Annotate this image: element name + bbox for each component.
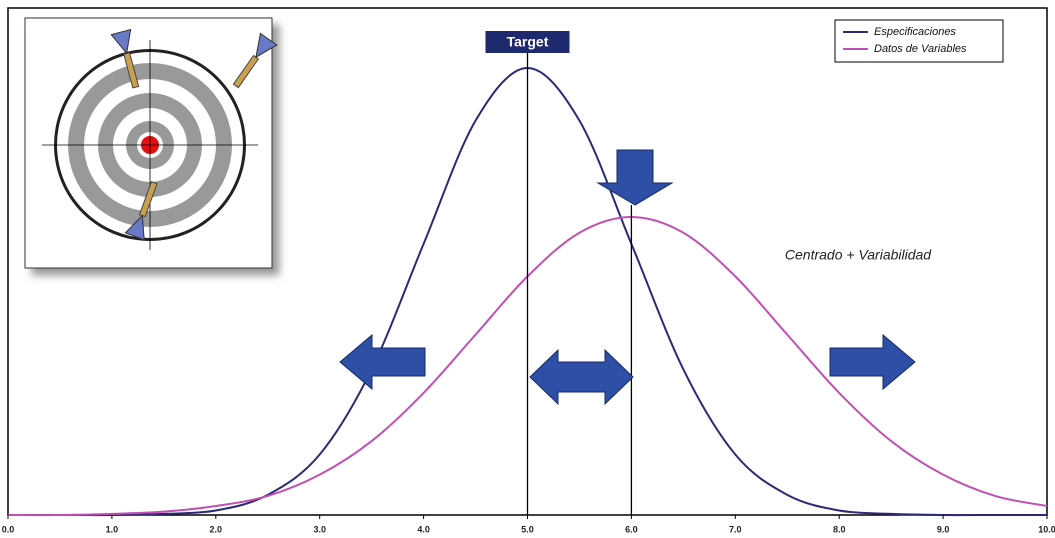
- x-tick-label: 2.0: [210, 524, 223, 534]
- x-tick-label: 6.0: [625, 524, 638, 534]
- x-tick-label: 1.0: [106, 524, 119, 534]
- dartboard-panel: [25, 18, 277, 268]
- x-tick-label: 7.0: [729, 524, 742, 534]
- page: Centrado + Variabilidad Especificaciones…: [0, 0, 1055, 538]
- annotation: Centrado + Variabilidad: [785, 247, 932, 263]
- x-tick-label: 9.0: [937, 524, 950, 534]
- x-tick-label: 3.0: [313, 524, 326, 534]
- legend: Especificaciones Datos de Variables: [835, 20, 1003, 62]
- x-tick-label: 0.0: [2, 524, 15, 534]
- x-tick-label: 5.0: [521, 524, 534, 534]
- chart: Centrado + Variabilidad Especificaciones…: [0, 0, 1055, 538]
- x-tick-label: 4.0: [417, 524, 430, 534]
- legend-label: Especificaciones: [874, 26, 956, 38]
- legend-label: Datos de Variables: [874, 43, 967, 55]
- target-label: Target: [507, 34, 549, 50]
- x-tick-label: 8.0: [833, 524, 846, 534]
- x-tick-label: 10.0: [1038, 524, 1055, 534]
